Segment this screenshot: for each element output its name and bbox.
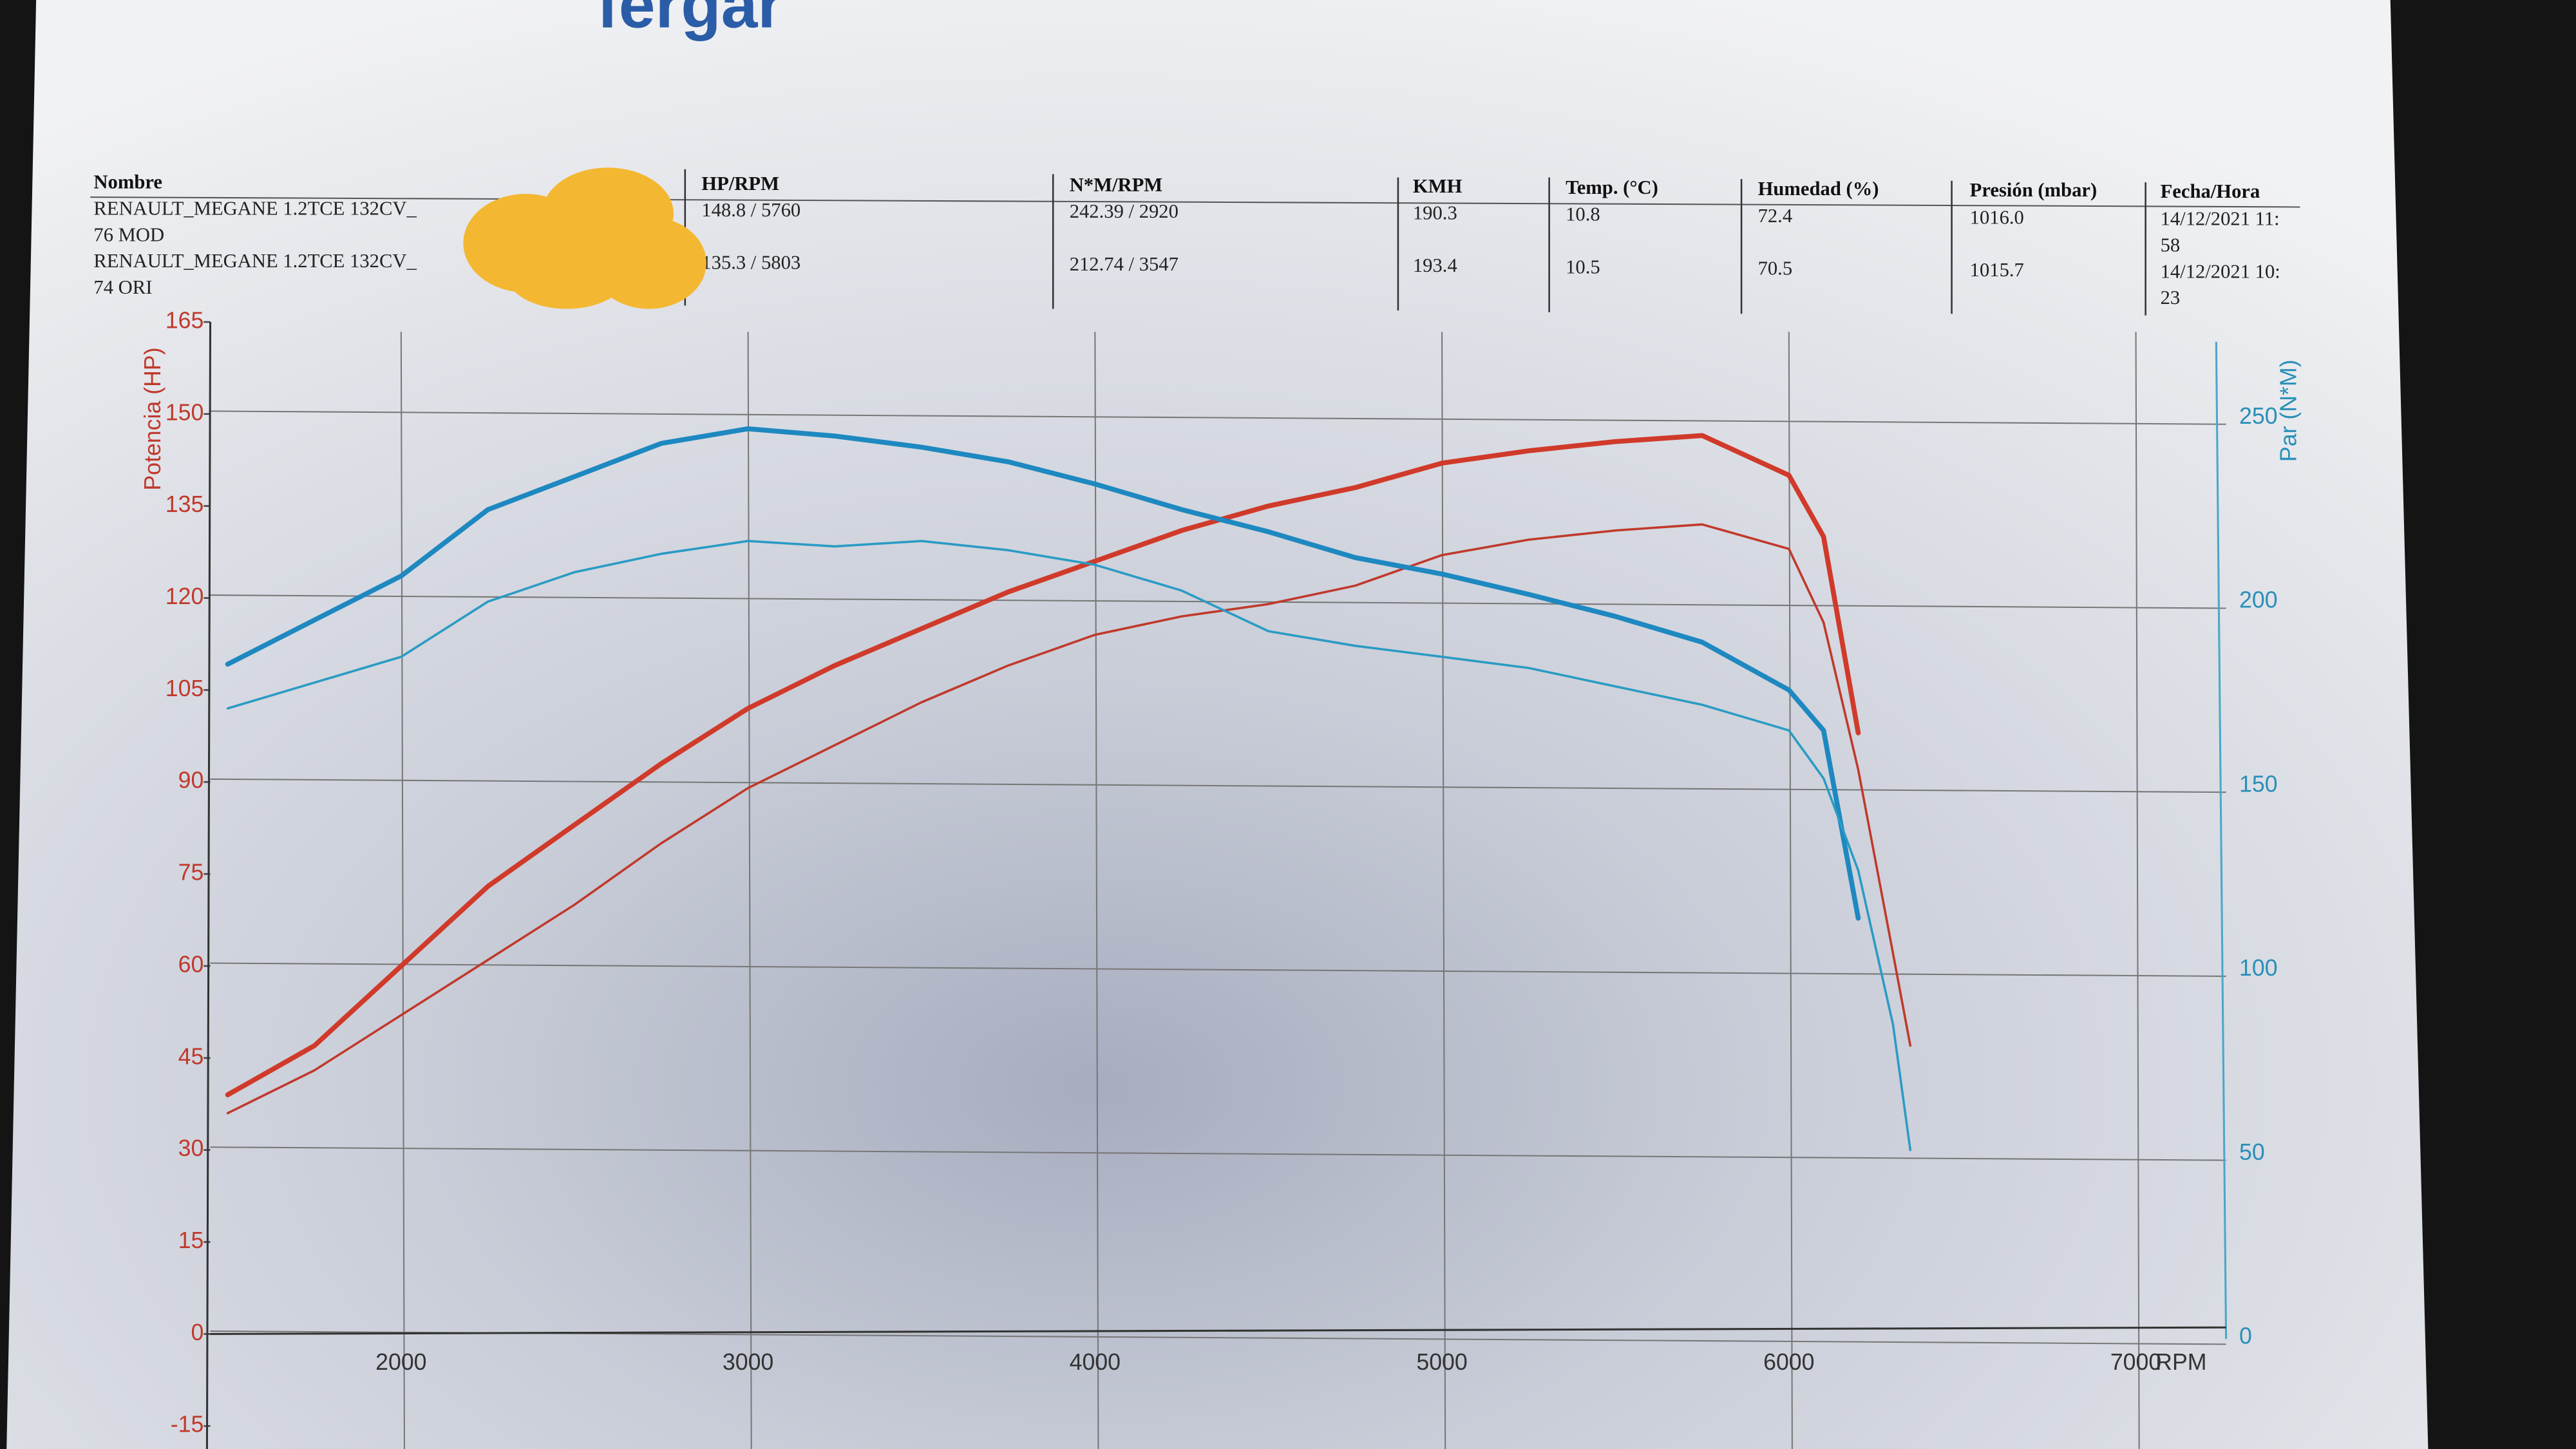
table-cell: 23 bbox=[2161, 287, 2181, 308]
table-rule bbox=[90, 196, 2300, 208]
table-cell: 72.4 bbox=[1758, 205, 1793, 227]
y-tick-label: 120 bbox=[166, 583, 204, 609]
table-cell: 70.5 bbox=[1758, 258, 1793, 279]
x-tick-label: 7000 bbox=[2110, 1349, 2161, 1375]
grid-line bbox=[1094, 332, 1099, 1449]
y2-tick-label: 150 bbox=[2239, 771, 2278, 797]
x-axis-title: RPM bbox=[2155, 1349, 2206, 1375]
grid-line bbox=[400, 332, 405, 1449]
y2-axis-title: Par (N*M) bbox=[2276, 359, 2302, 462]
y2-tick-label: 100 bbox=[2239, 955, 2278, 981]
x-axis bbox=[210, 1326, 2226, 1335]
x-tick-label: 6000 bbox=[1763, 1349, 1814, 1375]
table-cell: 190.3 bbox=[1413, 202, 1457, 223]
y-tick-label: 165 bbox=[166, 307, 204, 333]
y-tick-label: -15 bbox=[171, 1412, 204, 1437]
table-cell: 135.3 / 5803 bbox=[701, 251, 800, 273]
redaction bbox=[507, 243, 626, 309]
logo: fergar bbox=[597, 0, 783, 41]
table-cell: 10.5 bbox=[1566, 256, 1600, 278]
table-cell: 1015.7 bbox=[1970, 259, 2024, 281]
y-tick-label: 135 bbox=[166, 491, 204, 517]
x-tick-label: 2000 bbox=[375, 1349, 426, 1375]
y-axis bbox=[205, 321, 212, 1449]
table-cell: 148.8 / 5760 bbox=[701, 199, 800, 221]
table-cell: 242.39 / 2920 bbox=[1070, 200, 1179, 222]
y-tick-label: 30 bbox=[178, 1135, 204, 1161]
y2-tick-label: 200 bbox=[2239, 587, 2278, 613]
grid-line bbox=[210, 594, 2226, 609]
paper bbox=[6, 0, 2429, 1449]
grid-line bbox=[1788, 332, 1793, 1449]
column-header: Temp. (°C) bbox=[1566, 176, 1658, 198]
column-header: HP/RPM bbox=[701, 173, 779, 194]
column-header: Humedad (%) bbox=[1758, 178, 1879, 200]
table-cell: 14/12/2021 10: bbox=[2161, 260, 2280, 282]
y-tick-label: 75 bbox=[178, 860, 204, 886]
y2-tick-label: 50 bbox=[2239, 1139, 2265, 1165]
table-cell: 76 MOD bbox=[93, 223, 164, 245]
column-header: KMH bbox=[1413, 175, 1463, 197]
line-series bbox=[225, 433, 1861, 1097]
grid-line bbox=[747, 332, 752, 1449]
y-tick-label: 60 bbox=[178, 951, 204, 977]
y-tick-label: 90 bbox=[178, 768, 204, 793]
table-cell: 74 ORI bbox=[93, 276, 152, 298]
y-axis-title: Potencia (HP) bbox=[140, 347, 166, 490]
table-cell: 212.74 / 3547 bbox=[1070, 253, 1179, 275]
line-series bbox=[225, 426, 1861, 921]
column-header: Nombre bbox=[93, 171, 162, 193]
axes: 2000 3000 4000 5000 6000 7000050100150200250-… bbox=[140, 307, 2302, 1449]
column-header: N*M/RPM bbox=[1070, 174, 1163, 196]
line-series bbox=[226, 540, 1912, 1151]
y-tick-label: 15 bbox=[178, 1227, 204, 1253]
y2-tick-label: 0 bbox=[2239, 1323, 2252, 1349]
column-header: Presión (mbar) bbox=[1970, 179, 2098, 201]
table-cell: RENAULT_MEGANE 1.2TCE 132CV_ bbox=[93, 198, 417, 220]
grid-line bbox=[210, 410, 2226, 425]
table-cell: RENAULT_MEGANE 1.2TCE 132CV_ bbox=[93, 250, 417, 272]
y-tick-label: 150 bbox=[166, 399, 204, 425]
grid-line bbox=[1441, 332, 1446, 1449]
y2-tick-label: 250 bbox=[2239, 403, 2278, 429]
table-cell: 14/12/2021 11: bbox=[2161, 208, 2280, 230]
x-tick-label: 4000 bbox=[1070, 1349, 1121, 1375]
grid-line bbox=[210, 1146, 2226, 1161]
x-tick-label: 3000 bbox=[723, 1349, 773, 1375]
table-cell: 193.4 bbox=[1413, 254, 1457, 276]
y-tick-label: 105 bbox=[166, 676, 204, 701]
grid-line bbox=[2135, 332, 2140, 1449]
y2-axis bbox=[2215, 341, 2228, 1340]
y-tick-label: 0 bbox=[191, 1320, 204, 1345]
table-cell: 58 bbox=[2161, 234, 2181, 256]
x-tick-label: 5000 bbox=[1416, 1349, 1467, 1375]
y-tick-label: 45 bbox=[178, 1043, 204, 1069]
grid-line bbox=[210, 778, 2226, 793]
table-cell: 1016.0 bbox=[1970, 206, 2024, 228]
column-header: Fecha/Hora bbox=[2161, 180, 2260, 202]
table-cell: 10.8 bbox=[1566, 204, 1600, 225]
line-series bbox=[226, 523, 1912, 1115]
grid-line bbox=[210, 962, 2226, 977]
